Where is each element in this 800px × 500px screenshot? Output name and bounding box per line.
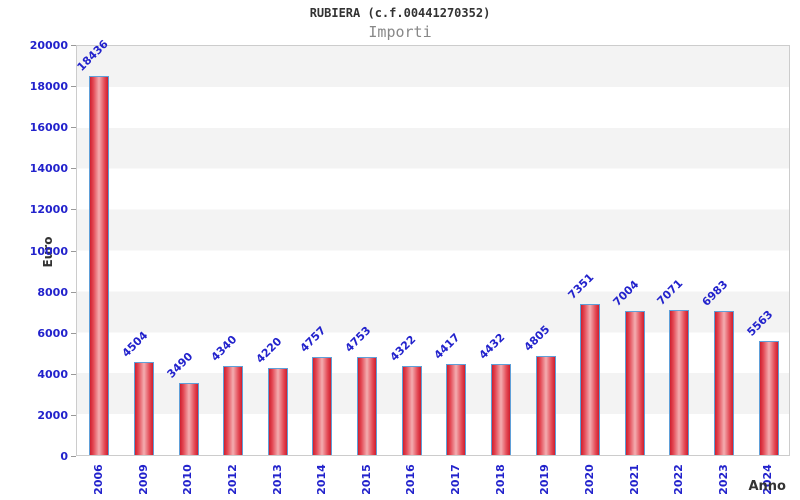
x-tick-label-2012: 2012	[225, 464, 239, 495]
value-label-2024: 5563	[744, 307, 776, 339]
value-label-2014: 4757	[297, 323, 329, 355]
y-tick-mark	[71, 414, 76, 416]
x-tick-slot: 2015	[344, 459, 389, 500]
x-tick-slot: 2019	[522, 459, 567, 500]
value-label-2010: 3490	[164, 349, 195, 381]
y-tick-label: 20000	[29, 39, 68, 52]
x-tick-slot: 2013	[255, 459, 300, 500]
x-tick-slot: 2016	[388, 459, 433, 500]
y-tick-label: 10000	[29, 244, 68, 258]
x-tick-slot: 2006	[76, 459, 121, 500]
bar-2021	[624, 311, 645, 455]
bar-2023	[714, 311, 735, 455]
x-tick-label-2015: 2015	[359, 464, 373, 495]
y-tick-mark	[71, 86, 76, 88]
x-tick-label-2019: 2019	[538, 464, 552, 495]
y-tick-mark	[71, 332, 76, 334]
x-tick-label-2020: 2020	[582, 464, 596, 495]
bar-2018	[490, 364, 511, 455]
value-label-2009: 4504	[119, 328, 151, 360]
bar-2019	[535, 356, 556, 455]
bar-2022	[669, 310, 690, 455]
plot-area: 18436 4504 3490 4340 4220 4757 4753 4322 4417 443…	[75, 37, 790, 456]
y-tick-mark	[71, 168, 76, 170]
x-tick-label-2006: 2006	[91, 464, 105, 495]
x-tick-label-2017: 2017	[448, 464, 462, 495]
y-tick-label: 18000	[29, 80, 68, 94]
x-tick-slot: 2010	[165, 459, 210, 500]
x-tick-slot: 2021	[612, 459, 657, 500]
y-tick-mark	[71, 456, 76, 457]
bar-2013	[267, 368, 288, 455]
x-tick-label-2018: 2018	[493, 464, 507, 495]
chart-title: RUBIERA (c.f.00441270352)	[309, 6, 491, 20]
x-tick-slot: 2017	[433, 459, 478, 500]
bar-2015	[357, 357, 378, 455]
y-tick-label: 6000	[37, 326, 68, 340]
x-tick-slot: 2023	[701, 459, 746, 500]
y-tick-mark	[71, 373, 76, 375]
y-tick-label: 4000	[37, 367, 68, 381]
value-label-2023: 6983	[699, 277, 731, 309]
x-tick-slot: 2020	[567, 459, 612, 500]
x-tick-slot: 2018	[478, 459, 523, 500]
bar-2009	[133, 362, 154, 455]
bar-2016	[401, 366, 422, 455]
x-tick-label-2009: 2009	[136, 464, 150, 495]
value-label-2020: 7351	[565, 270, 597, 302]
bar-2010	[178, 383, 199, 455]
x-tick-label-2022: 2022	[671, 464, 685, 495]
value-label-2022: 7071	[654, 276, 686, 308]
y-tick-label: 0	[60, 450, 68, 463]
y-tick-label: 16000	[29, 121, 68, 135]
x-tick-label-2013: 2013	[270, 464, 284, 495]
chart-subtitle: Importi	[368, 23, 432, 41]
x-tick-label-2010: 2010	[181, 464, 195, 495]
bar-2024	[758, 341, 779, 455]
x-tick-slot: 2014	[299, 459, 344, 500]
value-label-2018: 4432	[476, 330, 508, 362]
value-label-2012: 4340	[208, 332, 240, 364]
y-tick-mark	[71, 45, 76, 46]
bar-2014	[312, 357, 333, 455]
x-tick-slot: 2012	[210, 459, 255, 500]
bar-2012	[223, 366, 244, 455]
bar-2006	[89, 76, 110, 455]
y-tick-mark	[71, 209, 76, 211]
y-tick-label: 12000	[29, 203, 68, 217]
value-label-2013: 4220	[253, 334, 285, 366]
x-axis: 2006 2009 2010 2012 2013 2014 2015 2016 2017 2018…	[76, 459, 790, 500]
y-tick-mark	[71, 127, 76, 129]
x-tick-label-2021: 2021	[627, 464, 641, 495]
x-tick-slot: 2009	[121, 459, 166, 500]
x-tick-label-2016: 2016	[404, 464, 418, 495]
x-axis-title: Anno	[748, 479, 786, 494]
y-tick-label: 14000	[29, 162, 68, 176]
value-label-2017: 4417	[431, 330, 463, 362]
value-label-2015: 4753	[342, 323, 374, 355]
x-tick-label-2023: 2023	[716, 464, 730, 495]
x-tick-slot: 2022	[656, 459, 701, 500]
x-tick-label-2014: 2014	[314, 464, 328, 495]
y-tick-mark	[71, 250, 76, 252]
y-tick-mark	[71, 291, 76, 293]
y-tick-label: 8000	[37, 285, 68, 299]
bar-2017	[446, 364, 467, 455]
value-label-2006: 18436	[74, 37, 112, 74]
y-tick-label: 2000	[37, 408, 68, 422]
bar-2020	[580, 304, 601, 455]
value-label-2021: 7004	[610, 277, 642, 309]
value-label-2019: 4805	[521, 322, 552, 354]
value-label-2016: 4322	[387, 332, 419, 364]
